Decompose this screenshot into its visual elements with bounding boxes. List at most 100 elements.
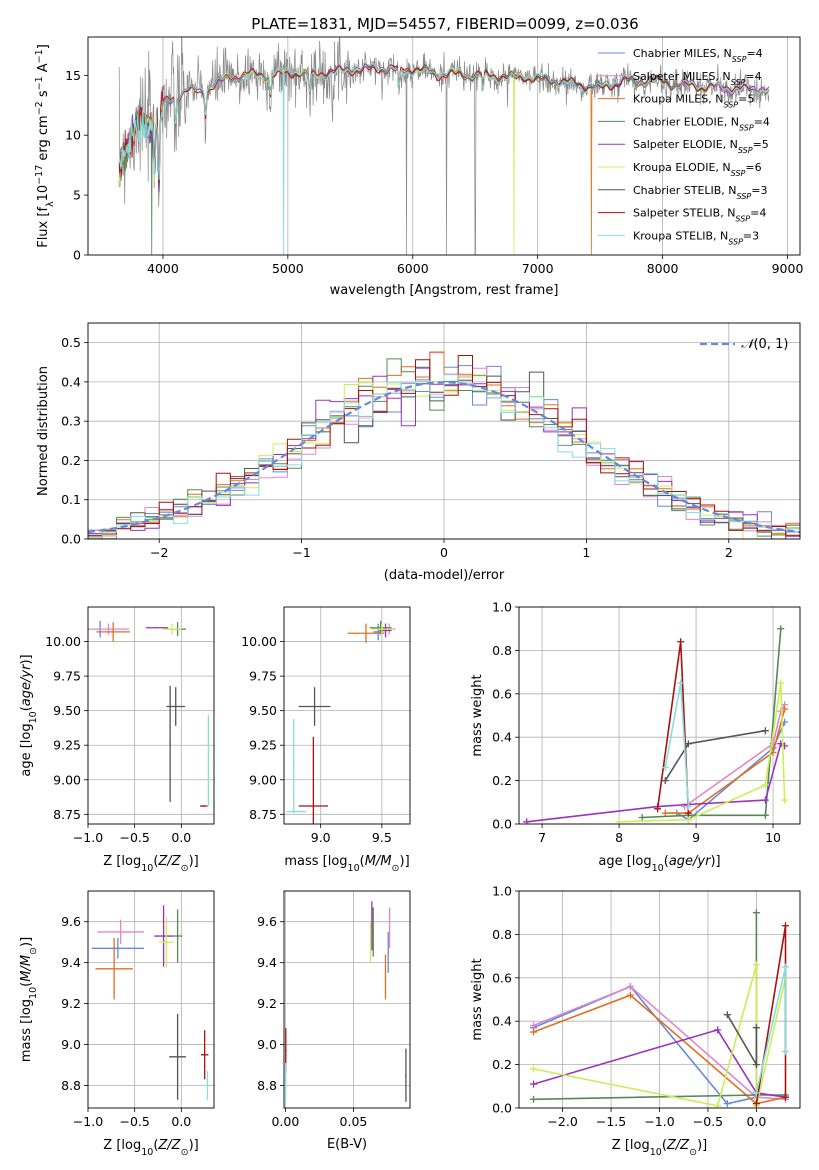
label-part: 10 xyxy=(348,863,360,874)
legend-suffix: =4 xyxy=(745,70,761,83)
y-tick-label: 1.0 xyxy=(492,884,512,899)
weight-marker xyxy=(615,818,623,824)
histogram-6 xyxy=(88,371,800,539)
weight-marker xyxy=(677,679,685,687)
data-point xyxy=(295,810,298,813)
label-part: λ xyxy=(45,201,56,207)
weight-marker xyxy=(781,1093,789,1101)
weight-marker xyxy=(684,809,692,817)
label-part: Flux [f xyxy=(36,207,51,248)
data-point xyxy=(171,628,173,630)
y-tick-label: 9.75 xyxy=(53,669,81,684)
y-tick-label: 9.75 xyxy=(249,669,277,684)
y-tick-label: 0.6 xyxy=(492,970,512,985)
data-point xyxy=(207,759,210,762)
y-tick-label: 0.0 xyxy=(61,532,81,547)
weight-line-0 xyxy=(533,985,757,1105)
model-spectrum-7 xyxy=(118,64,770,184)
weight-marker xyxy=(752,1100,760,1108)
axes-frame xyxy=(87,890,215,1109)
legend-sub: SSP xyxy=(732,55,747,64)
y-tick-label: 9.2 xyxy=(257,996,277,1011)
figure-title: PLATE=1831, MJD=54557, FIBERID=0099, z=0… xyxy=(251,15,638,33)
weight-marker xyxy=(761,781,769,789)
x-axis-label: E(B-V) xyxy=(327,1137,367,1152)
legend-suffix: =4 xyxy=(746,47,762,60)
grid-age-vs-mass xyxy=(284,607,410,824)
x-tick-label: 9 xyxy=(692,830,700,845)
weight-marker xyxy=(777,679,785,687)
y-tick-label: 9.6 xyxy=(257,914,277,929)
label-part: 10 xyxy=(28,711,39,723)
label-part: ⊙ xyxy=(181,1147,189,1158)
data-point xyxy=(381,628,383,630)
legend-suffix: =5 xyxy=(753,138,769,151)
data-point xyxy=(387,951,390,954)
weight-marker xyxy=(752,1061,760,1069)
y-tick-label: 9.4 xyxy=(257,955,277,970)
plot-area-mass-vs-Z xyxy=(91,905,211,1100)
label-part: age [log xyxy=(19,723,34,776)
label-part: )] xyxy=(189,1138,199,1153)
legend-suffix: =3 xyxy=(743,229,759,242)
y-tick-label: 0.2 xyxy=(61,453,81,468)
x-axis-label: wavelength [Angstrom, rest frame] xyxy=(330,283,559,298)
data-point xyxy=(117,947,119,950)
label-part: )] xyxy=(710,854,720,869)
data-point xyxy=(165,941,168,943)
legend-prefix: Salpeter ELODIE, N xyxy=(633,138,738,151)
label-part: ( xyxy=(153,854,158,869)
y-axis-label: mass [log10(M/M⊙)] xyxy=(19,937,39,1062)
weight-marker xyxy=(530,1022,538,1030)
label-part: ⊙ xyxy=(181,863,189,874)
x-tick-label: 0.05 xyxy=(340,1114,368,1129)
label-part: ( xyxy=(360,854,365,869)
plot-area-residuals xyxy=(88,351,800,539)
legend-sub: SSP xyxy=(731,169,746,178)
x-tick-label: 1 xyxy=(582,545,590,560)
label-part: −17 xyxy=(34,165,45,185)
x-tick-label: −0.5 xyxy=(119,830,149,845)
weight-line-4 xyxy=(526,742,786,823)
label-part: age/yr xyxy=(669,854,712,869)
legend-sub: SSP xyxy=(739,123,754,132)
weight-marker xyxy=(530,1080,538,1088)
y-axis-label: Normed distribution xyxy=(36,366,51,496)
x-axis-label: age [log10(age/yr)] xyxy=(598,854,720,874)
y-tick-label: 10.00 xyxy=(241,634,277,649)
x-tick-label: 0.00 xyxy=(271,1114,299,1129)
y-axis-label: Flux [fλ10−17 erg cm−2 s−1 A−1] xyxy=(34,44,56,248)
axes-frame xyxy=(87,606,215,825)
label-part: ⊙ xyxy=(689,1147,697,1158)
label-part: 10 xyxy=(650,1147,662,1158)
y-tick-label: 0.0 xyxy=(492,1101,512,1116)
label-part: 10 xyxy=(141,863,153,874)
axes-frame xyxy=(283,606,411,825)
x-tick-label: 6000 xyxy=(397,261,429,276)
y-tick-label: 9.00 xyxy=(249,772,277,787)
axes-age-vs-Z: −1.0 −0.5 0.0 8.75 9.00 9.25 9.50 9.75 10.00 Z [l… xyxy=(19,606,215,874)
data-point xyxy=(162,935,165,937)
label-part: 10 xyxy=(141,1147,153,1158)
weight-marker xyxy=(777,625,785,633)
data-point xyxy=(384,629,387,632)
legend-sub: SSP xyxy=(737,191,752,200)
data-point xyxy=(377,631,379,633)
data-point xyxy=(284,1080,287,1083)
model-spectrum-8 xyxy=(118,62,770,255)
x-tick-label: 8000 xyxy=(647,261,679,276)
legend-suffix: =6 xyxy=(745,161,761,174)
label-part: −2 xyxy=(34,101,45,115)
grid-mass-vs-ebv xyxy=(284,891,410,1108)
legend-suffix: =4 xyxy=(754,115,770,128)
legend-prefix: Kroupa MILES, N xyxy=(633,93,723,106)
x-tick-label: 0 xyxy=(440,545,448,560)
weight-marker xyxy=(684,803,692,811)
grid-mass-vs-Z xyxy=(87,891,214,1108)
label-part: 10 xyxy=(28,987,39,999)
legend-prefix: Salpeter STELIB, N xyxy=(633,207,735,220)
weight-line-2 xyxy=(665,708,786,814)
axes-spectrum: 4000 5000 6000 7000 8000 9000 0 5 10 15 wavelength… xyxy=(34,36,803,298)
y-tick-label: 0.8 xyxy=(492,643,512,658)
